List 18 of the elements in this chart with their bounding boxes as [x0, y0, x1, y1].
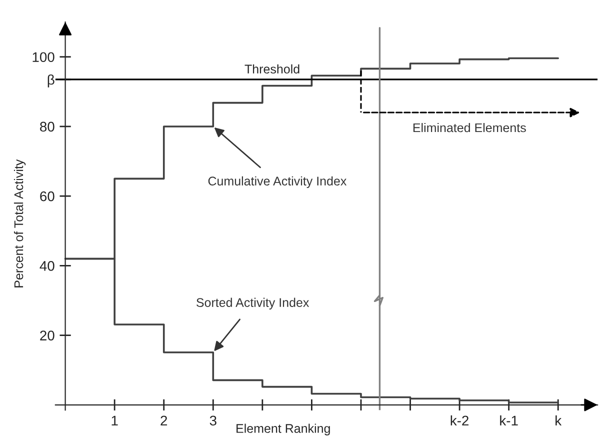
x-tick-label: 2: [160, 416, 168, 426]
annotation: Sorted Activity Index: [196, 298, 310, 310]
y-tick-label: 20: [40, 330, 54, 340]
x-tick-label: k-2: [450, 415, 468, 426]
x-axis-title: Element Ranking: [236, 424, 330, 436]
ref-line-label: Threshold: [244, 64, 300, 74]
annotation: Eliminated Elements: [413, 122, 526, 132]
y-axis-title: Percent of Total Activity: [14, 159, 26, 288]
x-tick-label: k-1: [500, 415, 518, 426]
y-tick-label: 60: [40, 191, 54, 202]
x-tick-label: 3: [210, 416, 216, 426]
x-tick-label: 1: [112, 416, 118, 426]
x-tick-label: k: [556, 415, 562, 426]
y-tick-label: 40: [40, 261, 54, 271]
y-tick-label: β: [48, 74, 54, 88]
annotation: Cumulative Activity Index: [208, 176, 347, 188]
y-tick-label: 100: [32, 52, 54, 62]
y-tick-label: 80: [40, 122, 54, 132]
